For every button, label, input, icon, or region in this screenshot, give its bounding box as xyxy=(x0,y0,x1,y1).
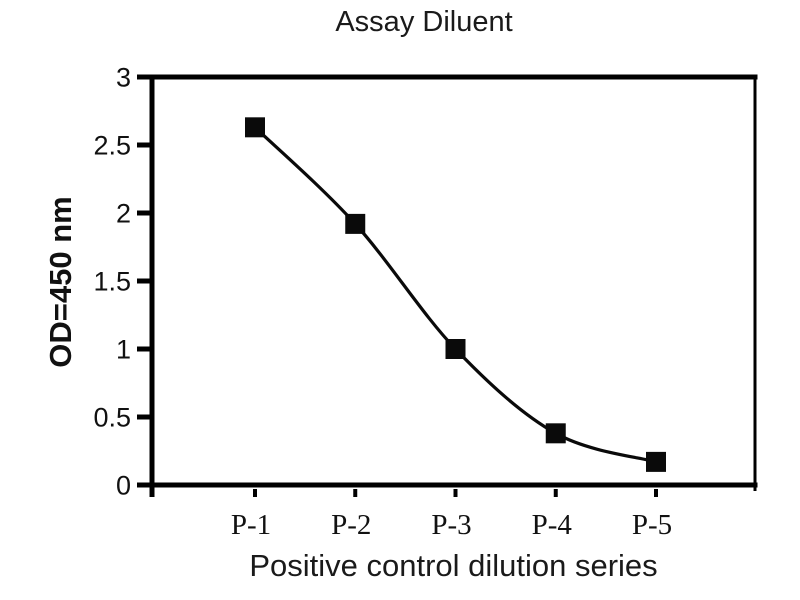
chart-title: Assay Diluent xyxy=(335,6,513,38)
y-tick-label: 1.5 xyxy=(93,267,131,297)
data-point-marker xyxy=(245,117,265,138)
x-tick-label: P-5 xyxy=(632,509,672,541)
y-tick-label: 0 xyxy=(116,471,131,501)
x-tick-label: P-2 xyxy=(331,509,371,541)
data-point-marker xyxy=(445,339,466,359)
x-tick-label: P-3 xyxy=(431,509,471,541)
y-tick-label: 3 xyxy=(116,63,131,93)
y-tick-label: 2.5 xyxy=(93,131,131,161)
data-point-marker xyxy=(646,451,666,472)
x-axis-label: Positive control dilution series xyxy=(249,548,658,583)
data-point-marker xyxy=(545,423,566,444)
data-line xyxy=(253,126,657,464)
x-tick-label: P-1 xyxy=(231,509,271,541)
x-tick-label: P-4 xyxy=(532,509,573,541)
y-tick-label: 2 xyxy=(116,199,131,229)
y-tick-label: 0.5 xyxy=(93,403,131,433)
data-point-marker xyxy=(345,213,366,234)
y-tick-label: 1 xyxy=(116,335,131,365)
